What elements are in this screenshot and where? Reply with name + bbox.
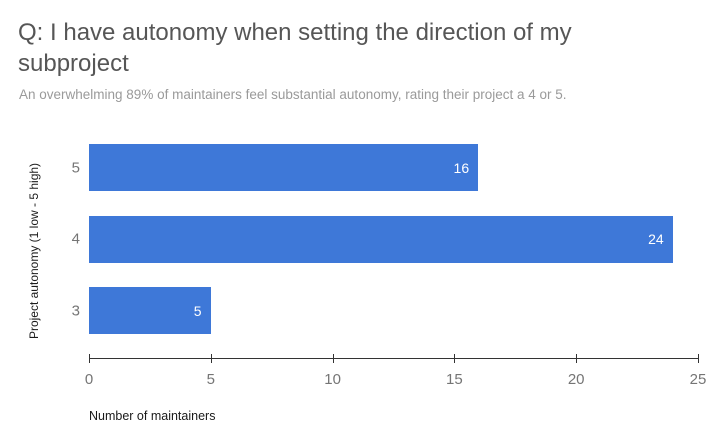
x-axis-tick xyxy=(576,354,578,363)
x-axis-tick xyxy=(332,354,334,363)
category-label: 4 xyxy=(71,230,80,248)
bar-row: 5 16 xyxy=(72,144,697,191)
x-axis-tick-label: 25 xyxy=(689,371,707,388)
x-axis-tick-label: 15 xyxy=(446,371,463,388)
x-axis-line xyxy=(89,358,698,359)
x-axis-title: Number of maintainers xyxy=(89,409,216,423)
bar: 16 xyxy=(89,144,479,191)
x-axis-tick-label: 20 xyxy=(567,371,585,388)
bar-row: 4 24 xyxy=(72,215,697,263)
x-axis-tick xyxy=(89,354,90,363)
x-axis-tick xyxy=(210,354,212,363)
category-label: 3 xyxy=(71,302,80,319)
x-axis-tick-label: 5 xyxy=(206,371,215,388)
x-axis: 0 5 10 15 20 25 xyxy=(85,354,706,398)
x-axis-tick-label: 0 xyxy=(84,371,94,388)
bar: 24 xyxy=(89,215,673,263)
bar: 5 xyxy=(89,287,211,334)
plot-area: 5 16 4 24 3 5 xyxy=(72,131,697,358)
chart-subtitle: An overwhelming 89% of maintainers feel … xyxy=(19,87,567,102)
x-axis-tick xyxy=(698,354,699,363)
bar-value-label: 24 xyxy=(648,231,664,247)
y-axis-title: Project autonomy (1 low - 5 high) xyxy=(27,162,41,340)
category-label: 5 xyxy=(71,159,80,176)
x-axis-tick-label: 10 xyxy=(324,371,341,388)
bar-value-label: 5 xyxy=(193,302,202,319)
chart-title: Q: I have autonomy when setting the dire… xyxy=(18,19,572,77)
x-axis-tick xyxy=(454,354,456,363)
bar-value-label: 16 xyxy=(453,159,470,176)
